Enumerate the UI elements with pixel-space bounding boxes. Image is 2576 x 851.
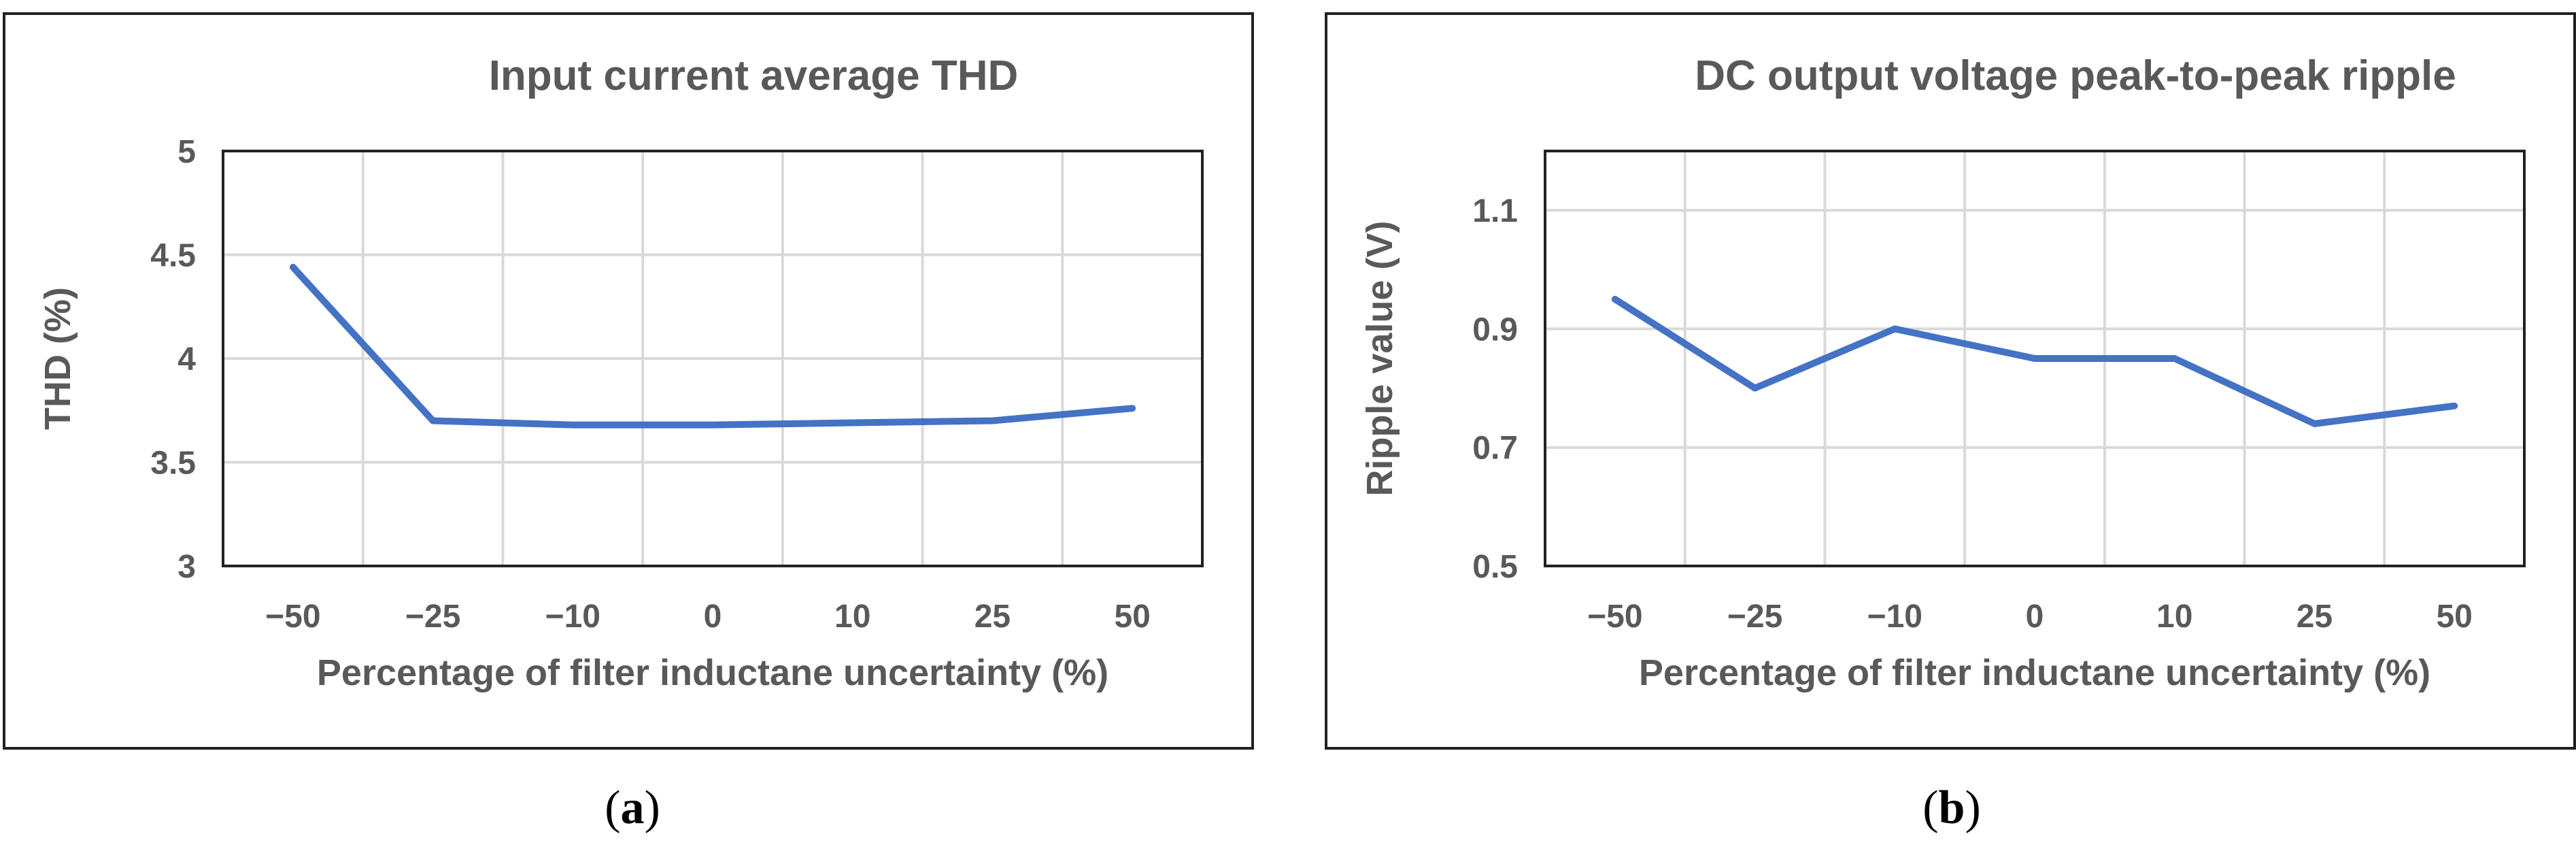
y-tick-label: 3.5 [150, 446, 196, 482]
data-point [1754, 387, 1756, 389]
y-tick-label: 5 [177, 134, 196, 170]
data-point [2314, 422, 2316, 424]
chart-a-svg: Input current average THD 3 3.5 4 4.5 5 −50 −25… [37, 52, 1204, 693]
data-point [712, 424, 713, 426]
x-tick-label: 10 [834, 599, 870, 635]
caption-a-label: a [620, 782, 645, 834]
x-tick-label: −10 [1867, 599, 1922, 635]
x-tick-label: 50 [2436, 599, 2472, 635]
data-point [432, 420, 434, 422]
x-tick-label: 10 [2156, 599, 2192, 635]
x-axis-label: Percentage of filter inductane uncertain… [317, 652, 1108, 693]
caption-a: (a) [605, 782, 660, 834]
x-tick-label: −25 [1727, 599, 1782, 635]
chart-panel-b: DC output voltage peak-to-peak ripple 0.5… [1325, 12, 2576, 750]
y-tick-label: 4.5 [150, 238, 196, 274]
y-tick-label: 0.7 [1472, 431, 1518, 467]
x-tick-label: 50 [1114, 599, 1150, 635]
plot-frame [1544, 150, 2526, 567]
y-tick-label: 0.9 [1472, 312, 1518, 348]
y-tick-label: 4 [177, 341, 196, 378]
chart-b-svg: DC output voltage peak-to-peak ripple 0.5… [1359, 52, 2526, 693]
series-line [1611, 295, 2458, 427]
plot-frame [222, 150, 1204, 567]
y-tick-label: 0.5 [1472, 549, 1518, 585]
chart-title: Input current average THD [489, 52, 1019, 99]
y-axis-label: Ripple value (V) [1359, 220, 1400, 496]
x-tick-label: −50 [265, 599, 320, 635]
chart-title: DC output voltage peak-to-peak ripple [1695, 52, 2456, 99]
caption-b-label: b [1938, 782, 1965, 834]
x-axis-label: Percentage of filter inductane uncertain… [1639, 652, 2430, 693]
caption-b: (b) [1922, 782, 1981, 834]
data-point [2173, 358, 2175, 359]
x-tick-label: 25 [2297, 599, 2333, 635]
data-point [851, 422, 853, 424]
x-tick-label: 0 [704, 599, 722, 635]
data-point [992, 420, 994, 422]
x-tick-label: −25 [405, 599, 460, 635]
x-tick-label: 0 [2026, 599, 2044, 635]
chart-panel-a: Input current average THD 3 3.5 4 4.5 5 −50 −25… [3, 12, 1254, 750]
y-tick-label: 3 [177, 549, 196, 585]
data-point [292, 266, 294, 268]
data-point [1132, 407, 1134, 410]
y-axis-label: THD (%) [37, 287, 78, 430]
x-tick-label: 25 [975, 599, 1011, 635]
x-tick-label: −50 [1587, 599, 1642, 635]
data-point [2454, 405, 2456, 407]
series-line [289, 263, 1136, 429]
data-point [2034, 358, 2035, 359]
data-point [1894, 328, 1896, 330]
y-tick-label: 1.1 [1472, 193, 1518, 229]
x-tick-label: −10 [545, 599, 600, 635]
data-point [1614, 298, 1616, 300]
data-point [572, 424, 574, 426]
